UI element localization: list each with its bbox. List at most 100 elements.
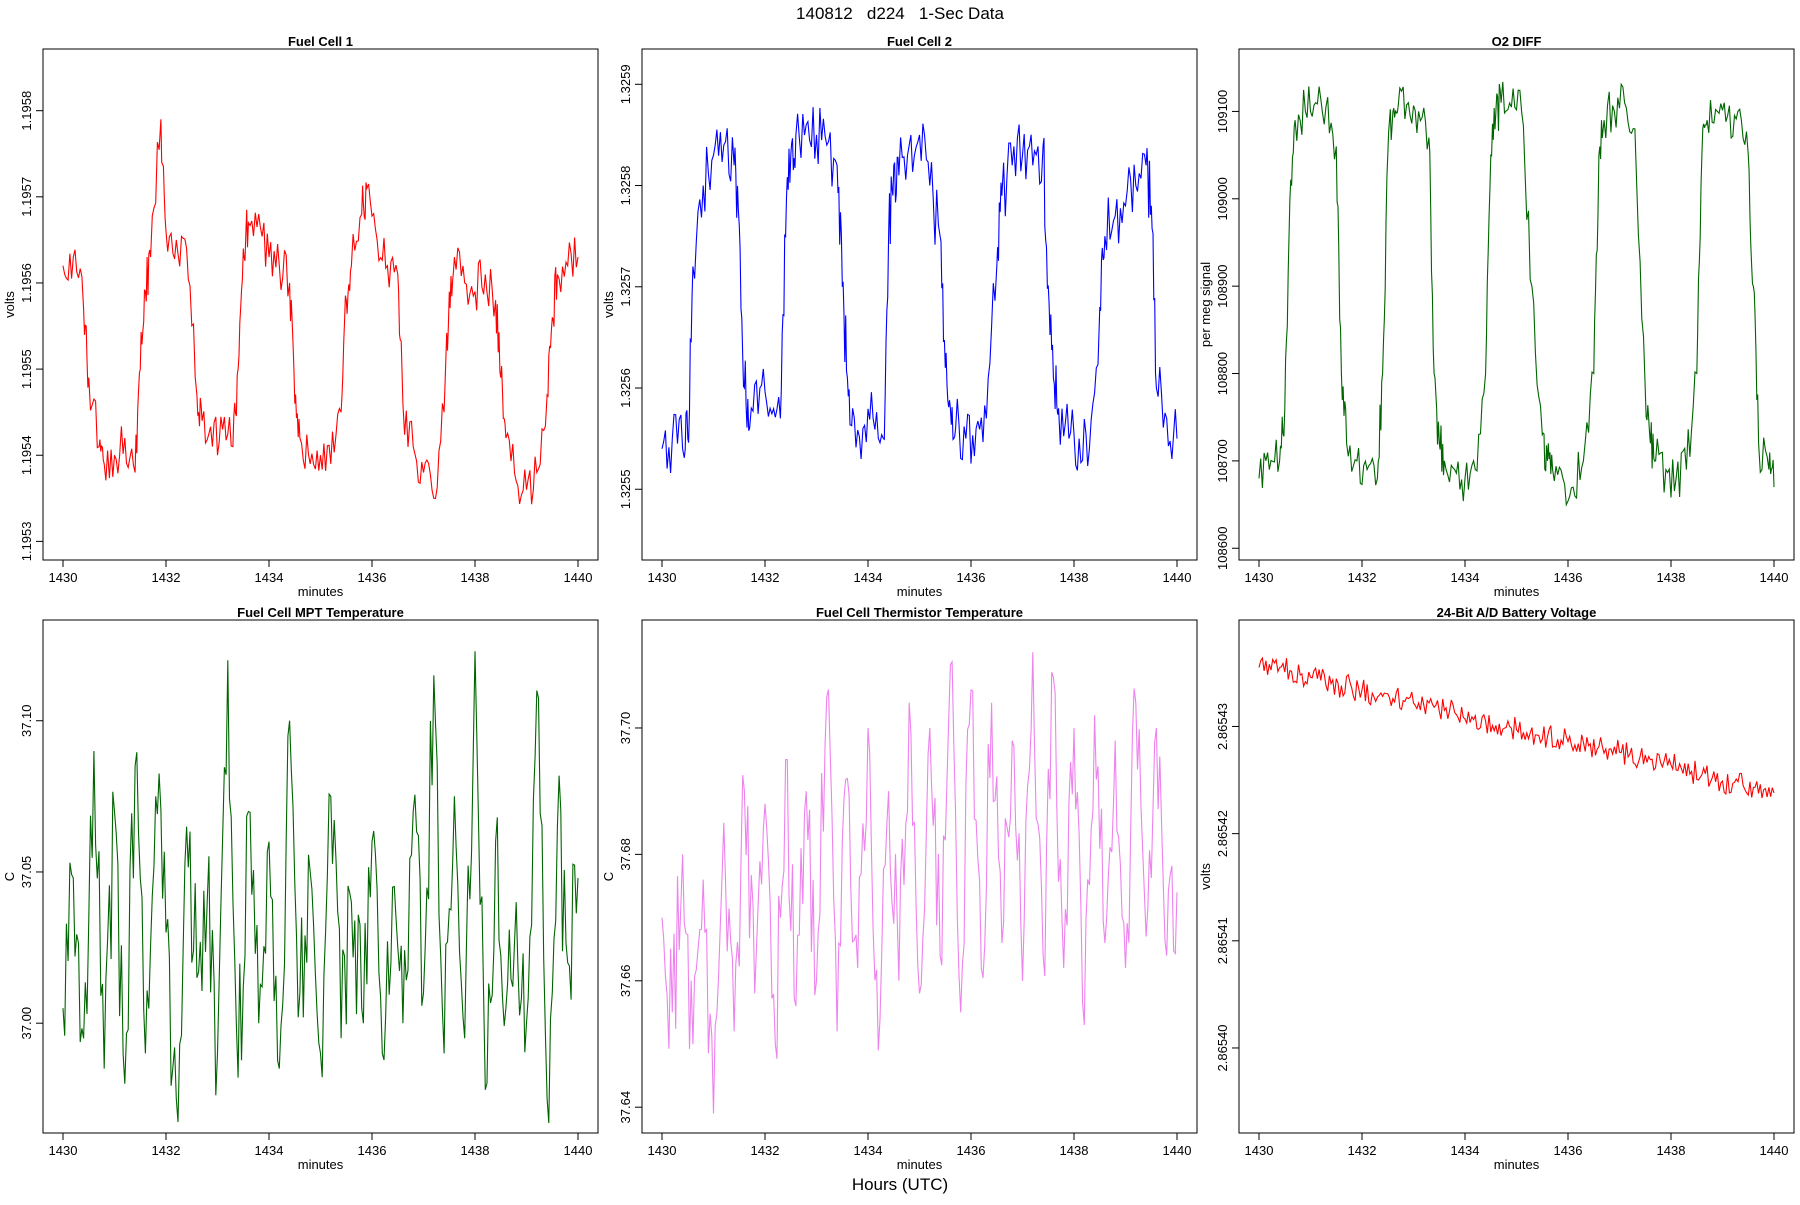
batt-xtick-label: 1434 [1451,1143,1480,1158]
batt-series-line [1258,656,1775,799]
fc2-ytick-label: 1.3257 [618,267,633,307]
therm-xtick-label: 1432 [751,1143,780,1158]
therm-panel: Fuel Cell Thermistor Temperature 1430 1432… [601,605,1198,1172]
o2-series-line [1258,81,1775,507]
o2-plot-frame [1238,48,1795,561]
o2-ytick-label: 108600 [1215,527,1230,570]
fc1-xtick-label: 1438 [461,570,490,585]
batt-ytick-label: 2.86543 [1215,703,1230,750]
fc1-xtick-label: 1430 [49,570,78,585]
mpt-xtick-label: 1434 [255,1143,284,1158]
therm-plot-frame [641,619,1198,1134]
batt-title: 24-Bit A/D Battery Voltage [1437,605,1597,620]
fc1-title: Fuel Cell 1 [288,34,353,49]
fc1-ytick-label: 1.1954 [19,435,34,475]
fc2-title: Fuel Cell 2 [887,34,952,49]
fc1-xtick-label: 1432 [152,570,181,585]
therm-ytick-label: 37.64 [618,1091,633,1124]
mpt-xtick-label: 1438 [461,1143,490,1158]
o2-ytick-label: 109000 [1215,177,1230,220]
fc2-series-line [661,107,1178,474]
fc2-xlabel: minutes [897,584,943,599]
mpt-ylabel: C [2,872,17,881]
mpt-xtick-label: 1440 [564,1143,593,1158]
therm-xtick-label: 1440 [1163,1143,1192,1158]
mpt-xtick-label: 1432 [152,1143,181,1158]
o2-title: O2 DIFF [1492,34,1542,49]
o2-panel: O2 DIFF 1430 1432 1434 1436 1438 1440 108600 108… [1198,34,1795,599]
o2-xtick-label: 1438 [1657,570,1686,585]
batt-ytick-label: 2.86542 [1215,810,1230,857]
fc2-xtick-label: 1440 [1163,570,1192,585]
o2-ytick-label: 108900 [1215,264,1230,307]
fc2-ytick-label: 1.3255 [618,469,633,509]
batt-plot-frame [1238,619,1795,1134]
fc1-ylabel: volts [2,291,17,318]
o2-ytick-label: 108800 [1215,352,1230,395]
fc1-ytick-label: 1.1956 [19,263,34,303]
batt-xlabel: minutes [1494,1157,1540,1172]
batt-ytick-label: 2.86540 [1215,1024,1230,1071]
therm-xtick-label: 1436 [957,1143,986,1158]
o2-ytick-label: 108700 [1215,439,1230,482]
fc1-ytick-label: 1.1955 [19,349,34,389]
fc2-xtick-label: 1434 [854,570,883,585]
mpt-panel: Fuel Cell MPT Temperature 1430 1432 1434 143… [2,605,599,1172]
mpt-xlabel: minutes [298,1157,344,1172]
fc2-ytick-label: 1.3259 [618,64,633,104]
fc1-panel: Fuel Cell 1 1430 1432 1434 1436 1438 1440 1.195… [2,34,599,599]
fc2-xtick-label: 1436 [957,570,986,585]
fc1-xtick-label: 1440 [564,570,593,585]
o2-xtick-label: 1430 [1245,570,1274,585]
therm-title: Fuel Cell Thermistor Temperature [816,605,1023,620]
therm-xtick-label: 1430 [648,1143,677,1158]
fc1-ytick-label: 1.1957 [19,177,34,217]
therm-ylabel: C [601,872,616,881]
batt-panel: 24-Bit A/D Battery Voltage 1430 1432 1434 14… [1198,605,1795,1172]
o2-ytick-label: 109100 [1215,90,1230,133]
figure-suptitle: 140812 d224 1-Sec Data [796,4,1004,23]
mpt-xtick-label: 1430 [49,1143,78,1158]
therm-xlabel: minutes [897,1157,943,1172]
fc1-xtick-label: 1436 [358,570,387,585]
batt-xtick-label: 1432 [1348,1143,1377,1158]
batt-ylabel: volts [1198,863,1213,890]
fc1-series-line [62,119,579,505]
fc1-xlabel: minutes [298,584,344,599]
therm-xtick-label: 1434 [854,1143,883,1158]
therm-ytick-label: 37.66 [618,965,633,998]
therm-ytick-label: 37.68 [618,838,633,871]
mpt-plot-frame [42,619,599,1134]
fc2-ytick-label: 1.3258 [618,166,633,206]
batt-xtick-label: 1430 [1245,1143,1274,1158]
o2-xtick-label: 1440 [1760,570,1789,585]
mpt-ytick-label: 37.10 [19,704,34,737]
fc2-xtick-label: 1438 [1060,570,1089,585]
fc1-xtick-label: 1434 [255,570,284,585]
o2-xtick-label: 1436 [1554,570,1583,585]
o2-xtick-label: 1434 [1451,570,1480,585]
therm-series-line [661,652,1178,1114]
fc2-ylabel: volts [601,291,616,318]
fc2-xtick-label: 1430 [648,570,677,585]
fc2-ytick-label: 1.3256 [618,368,633,408]
mpt-title: Fuel Cell MPT Temperature [237,605,404,620]
batt-xtick-label: 1440 [1760,1143,1789,1158]
fc1-ytick-label: 1.1958 [19,91,34,131]
fc2-panel: Fuel Cell 2 1430 1432 1434 1436 1438 1440 1.325… [601,34,1198,599]
mpt-series-line [62,651,579,1124]
therm-xtick-label: 1438 [1060,1143,1089,1158]
fc2-xtick-label: 1432 [751,570,780,585]
mpt-ytick-label: 37.00 [19,1007,34,1040]
o2-xtick-label: 1432 [1348,570,1377,585]
fc1-plot-frame [42,48,599,561]
therm-ytick-label: 37.70 [618,712,633,745]
mpt-xtick-label: 1436 [358,1143,387,1158]
batt-ytick-label: 2.86541 [1215,917,1230,964]
o2-ylabel: per meg signal [1198,262,1213,347]
batt-xtick-label: 1436 [1554,1143,1583,1158]
figure-supxlabel: Hours (UTC) [852,1175,948,1194]
mpt-ytick-label: 37.05 [19,856,34,889]
